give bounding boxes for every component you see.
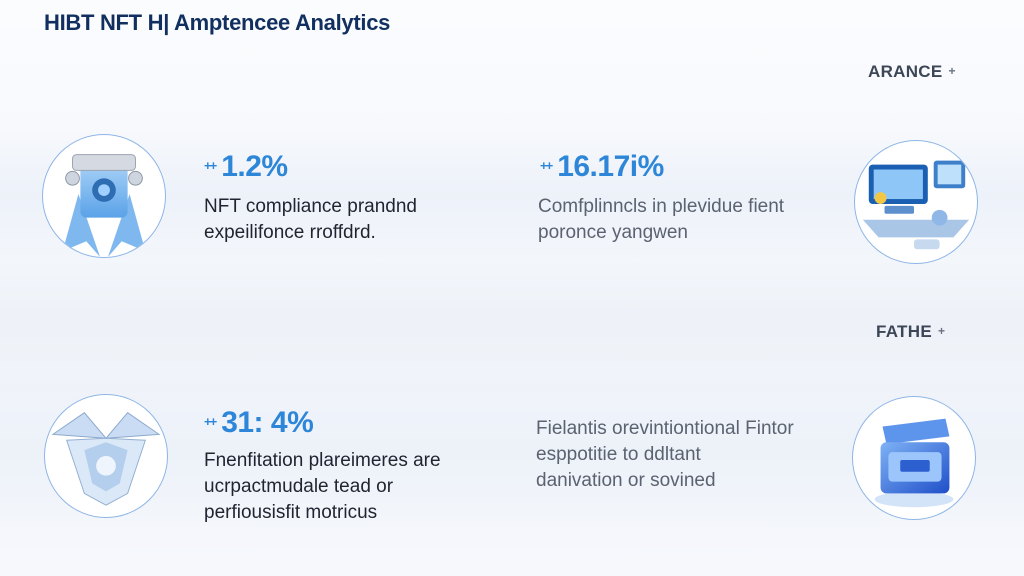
- card-description-4: Fielantis orevintiontional Fintor esppot…: [536, 416, 794, 494]
- description-line: expeilifonce rroffdrd.: [204, 222, 376, 243]
- section-link-fathe[interactable]: FATHE +: [876, 322, 945, 342]
- description-line: ucrpactmudale tead or: [204, 476, 394, 497]
- card-description-2: Comfplinncls in plevidue fient poronce y…: [538, 194, 784, 246]
- blue-chest-icon: [852, 396, 976, 520]
- stat-number: 1.2%: [221, 150, 288, 183]
- stat-value-1: ++ 1.2%: [204, 150, 288, 184]
- chevron-right-icon: +: [948, 64, 956, 78]
- section-label-text: ARANCE: [868, 62, 943, 81]
- description-line: Comfplinncls in plevidue fient: [538, 196, 785, 217]
- background-band-top: [0, 130, 1024, 260]
- stat-number: 31: 4%: [221, 406, 314, 439]
- section-link-arance[interactable]: ARANCE +: [868, 62, 956, 82]
- stat-value-2: ++ 16.17i%: [540, 150, 664, 184]
- chevron-right-icon: +: [937, 324, 946, 338]
- trend-up-icon: ++: [540, 158, 553, 173]
- description-line: perfiousisfit motricus: [204, 502, 378, 523]
- description-line: Fnenfitation plareimeres are: [204, 450, 441, 471]
- description-line: esppotitie to ddltant: [536, 444, 701, 465]
- description-line: NFT compliance prandnd: [204, 196, 417, 217]
- section-label-text: FATHE: [876, 322, 932, 341]
- description-line: poronce yangwen: [538, 222, 688, 243]
- computer-desk-icon: [854, 140, 978, 264]
- trend-up-icon: ++: [204, 158, 217, 173]
- card-description-1: NFT compliance prandnd expeilifonce rrof…: [204, 194, 417, 246]
- crystal-box-icon: [44, 394, 168, 518]
- ribbon-badge-icon: [42, 134, 166, 258]
- page-title: HIBT NFT H| Amptencee Analytics: [44, 10, 391, 35]
- stat-value-3: ++ 31: 4%: [204, 406, 314, 440]
- stat-number: 16.17i%: [557, 150, 664, 183]
- description-line: Fielantis orevintiontional Fintor: [536, 418, 794, 439]
- trend-up-icon: ++: [204, 414, 217, 429]
- card-description-3: Fnenfitation plareimeres are ucrpactmuda…: [204, 448, 441, 526]
- description-line: danivation or sovined: [536, 470, 716, 491]
